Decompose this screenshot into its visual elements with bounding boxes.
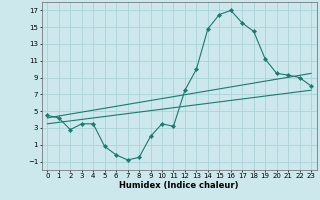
X-axis label: Humidex (Indice chaleur): Humidex (Indice chaleur) (119, 181, 239, 190)
